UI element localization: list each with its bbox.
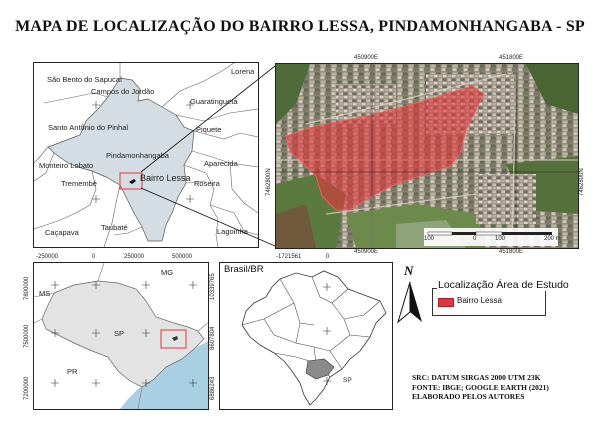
place-bairro-lessa: Bairro Lessa (140, 173, 191, 183)
brazil-ytick-0: 10339765 (210, 273, 216, 300)
brazil-map-panel: SP (219, 262, 393, 410)
scale-bar (427, 231, 552, 236)
state-grid-crosses (51, 281, 197, 387)
brazil-ytick-2: 6886243 (210, 376, 216, 400)
state-label-ms: MS (39, 289, 51, 298)
state-label-pr: PR (67, 367, 78, 376)
satellite-image (276, 64, 578, 248)
sp-highlight (305, 358, 335, 380)
place-sao-bento: São Bento do Sapucaí (47, 75, 123, 84)
state-label-sp: SP (114, 329, 125, 338)
place-aparecida: Aparecida (204, 159, 238, 168)
state-label-mg: MG (161, 268, 174, 277)
place-santo-antonio: Santo Antônio do Pinhal (48, 123, 129, 132)
place-roseira: Roseira (194, 179, 220, 188)
place-tremembe: Tremembé (61, 179, 97, 188)
place-guaratingueta: Guaratinguetá (190, 97, 238, 106)
brazil-sp-label: SP (343, 377, 352, 384)
place-campos-jordao: Campos do Jordão (91, 87, 155, 96)
state-ytick-2: 7200000 (24, 376, 30, 400)
place-lagoinha: Lagoinha (217, 227, 248, 236)
place-lorena: Lorena (231, 67, 255, 76)
ocean (120, 341, 208, 409)
state-ytick-1: 7500000 (24, 324, 30, 348)
scale-label-0: 100 (424, 236, 435, 242)
sat-xtick-top-1: 451800E (499, 55, 524, 61)
state-map (34, 263, 208, 409)
brazil-outline (241, 270, 387, 406)
place-monteiro-lobato: Monteiro Lobato (39, 161, 94, 170)
legend-title: Localização Área de Estudo (437, 279, 570, 291)
credit-fonte: FONTE: IBGE; GOOGLE EARTH (2021) (412, 382, 549, 392)
sat-ytick-right: 7462800N (579, 168, 585, 196)
place-piquete: Piquete (196, 125, 222, 134)
study-area-dot (129, 179, 136, 184)
grid-crosses (92, 101, 194, 203)
credits: SRC: DATUM SIRGAS 2000 UTM 23K FONTE: IB… (412, 373, 600, 402)
scale-label-3: 200 m (544, 236, 561, 242)
sat-ytick-left: 7462800N (266, 168, 272, 196)
place-cacapava: Caçapava (45, 228, 79, 237)
brazil-xtick-1: 0 (326, 254, 330, 260)
state-xtick-1: 0 (92, 254, 96, 260)
credit-src: SRC: DATUM SIRGAS 2000 UTM 23K (412, 373, 541, 382)
satellite-panel: 100 0 100 200 m (275, 63, 579, 249)
brazil-ytick-1: 8607804 (210, 326, 216, 350)
sat-xtick-bottom-0: 450900E (354, 249, 379, 255)
map-title: MAPA DE LOCALIZAÇÃO DO BAIRRO LESSA, PIN… (15, 18, 585, 35)
brazil-xtick-0: -1721561 (276, 254, 302, 260)
credit-elaborado: ELABORADO PELOS AUTORES (412, 392, 525, 401)
sat-xtick-bottom-1: 451800E (499, 249, 524, 255)
sp-state (41, 280, 205, 388)
state-frame-marker (160, 329, 187, 349)
place-pindamonhangaba: Pindamonhangaba (106, 151, 169, 160)
legend-swatch (438, 298, 454, 307)
scale-label-1: 0 (473, 236, 477, 242)
state-ytick-0: 7800000 (24, 276, 30, 300)
north-label: N (404, 263, 414, 278)
brazil-map (241, 270, 387, 406)
satellite-grid (276, 64, 578, 248)
state-xtick-0: -250000 (36, 254, 59, 260)
state-map-panel: MS MG SP PR (33, 262, 209, 410)
scale-label-2: 100 (495, 236, 506, 242)
sat-xtick-top-0: 450900E (354, 55, 379, 61)
study-area-frame (119, 172, 143, 190)
brazil-label: Brasil/BR (224, 264, 264, 275)
legend-item-bairro-lessa: Bairro Lessa (457, 296, 502, 305)
municipality-map-panel: São Bento do Sapucaí Campos do Jordão Lo… (33, 62, 259, 248)
municipal-boundaries (34, 63, 258, 247)
bairro-lessa-polygon (285, 85, 485, 211)
north-arrow-icon (397, 281, 422, 324)
state-xtick-3: 500000 (172, 254, 193, 260)
pindamonhangaba-area (47, 77, 195, 242)
municipality-map (34, 63, 258, 247)
state-xtick-2: 250000 (124, 254, 145, 260)
brazil-grid-crosses (323, 283, 331, 385)
place-taubate: Taubaté (101, 223, 128, 232)
